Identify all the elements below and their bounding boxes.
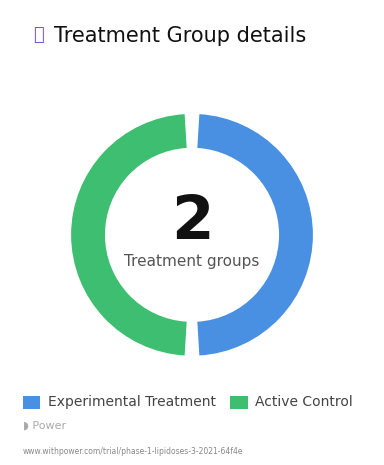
Wedge shape (71, 114, 187, 356)
Text: Treatment Group details: Treatment Group details (55, 26, 306, 46)
Text: Active Control: Active Control (255, 395, 353, 409)
Text: ◗ Power: ◗ Power (23, 420, 66, 431)
Text: 👥: 👥 (33, 26, 44, 44)
Text: 2: 2 (170, 193, 214, 252)
Text: Treatment groups: Treatment groups (124, 254, 260, 269)
Wedge shape (197, 114, 313, 356)
Text: Experimental Treatment: Experimental Treatment (48, 395, 216, 409)
Text: www.withpower.com/trial/phase-1-lipidoses-3-2021-64f4e: www.withpower.com/trial/phase-1-lipidose… (23, 446, 243, 456)
